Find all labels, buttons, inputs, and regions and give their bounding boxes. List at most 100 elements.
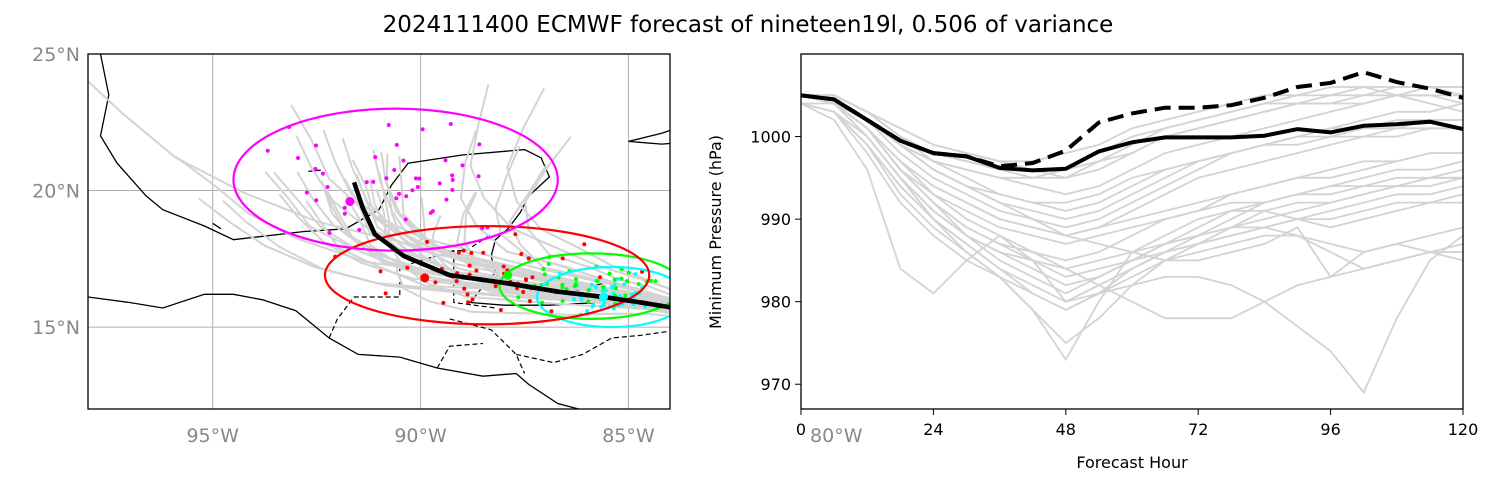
- ensemble-point-day2: [599, 304, 604, 309]
- lat-tick-label: 25°N: [32, 44, 80, 66]
- coastline: [99, 54, 670, 311]
- ensemble-point-day4: [549, 309, 554, 314]
- island: [828, 196, 840, 199]
- ensemble-point-day5: [430, 209, 435, 214]
- ensemble-point-day4: [466, 300, 471, 305]
- ensemble-point-day5: [313, 166, 318, 171]
- pressure-frame: [800, 53, 1464, 410]
- ensemble-point-day1: [698, 304, 702, 308]
- ensemble-point-day5: [403, 217, 408, 222]
- ensemble-point-day5: [325, 184, 330, 189]
- mean-position-marker-day2: [598, 292, 608, 302]
- ensemble-point-day3: [619, 276, 624, 281]
- ensemble-point-day5: [460, 163, 465, 168]
- map-frame: [87, 53, 671, 410]
- ensemble-point-day2: [612, 282, 617, 287]
- ensemble-point-day3: [586, 288, 591, 293]
- ensemble-point-day3: [636, 282, 641, 287]
- mean-track: [345, 181, 695, 310]
- ensemble-point-day1: [692, 307, 696, 311]
- ensemble-point-day1: [683, 311, 687, 315]
- ensemble-point-day3: [653, 279, 658, 284]
- country-border: [516, 330, 670, 364]
- ensemble-point-day4: [598, 275, 603, 280]
- ensemble-point-day1: [693, 305, 697, 309]
- ensemble-point-day5: [413, 176, 418, 181]
- country-border: [449, 318, 526, 374]
- coastline: [782, 54, 824, 65]
- mean-position-marker-day3: [503, 270, 513, 280]
- ensemble-point-day3: [516, 295, 521, 300]
- ensemble-point-day1: [692, 309, 696, 313]
- ensemble-point-day1: [687, 306, 691, 310]
- ensemble-point-day1: [694, 303, 698, 307]
- ensemble-point-day5: [437, 181, 442, 186]
- ensemble-point-day4: [527, 299, 532, 304]
- x-tick-label: 48: [1056, 420, 1076, 439]
- ensemble-point-day4: [501, 264, 506, 269]
- island: [212, 222, 222, 230]
- ensemble-point-day1: [680, 298, 684, 302]
- y-axis-label: Minimum Pressure (hPa): [706, 135, 725, 329]
- ensemble-point-day3: [546, 262, 551, 267]
- ensemble-point-day1: [688, 297, 692, 301]
- ensemble-point-day1: [684, 313, 688, 317]
- ensemble-point-day4: [383, 291, 388, 296]
- uncertainty-ellipse-day2: [535, 265, 670, 329]
- ensemble-point-day5: [415, 184, 420, 189]
- ensemble-point-day4: [493, 284, 498, 289]
- ensemble-point-day4: [481, 250, 486, 255]
- mean-pressure-line: [801, 93, 1463, 173]
- x-tick-label: 0: [796, 420, 806, 439]
- member-pressure-line: [801, 102, 1463, 395]
- lat-tick-label: 20°N: [32, 181, 80, 203]
- member-pressure-line: [801, 102, 1463, 311]
- member-track: [290, 104, 670, 301]
- coastline: [88, 293, 579, 409]
- member-pressure-line: [801, 94, 1463, 320]
- member-track: [295, 135, 670, 305]
- member-pressure-line: [801, 94, 1463, 270]
- ensemble-point-day4: [498, 307, 503, 312]
- member-track: [459, 129, 670, 300]
- ensemble-point-day4: [524, 277, 529, 282]
- ensemble-point-day5: [384, 176, 389, 181]
- ensemble-point-day3: [595, 279, 600, 284]
- ensemble-point-day5: [314, 143, 319, 148]
- ensemble-point-day4: [530, 275, 535, 280]
- x-tick-label: 72: [1188, 420, 1208, 439]
- member-pressure-line: [801, 94, 1463, 237]
- ensemble-point-day4: [425, 239, 430, 244]
- ensemble-point-day2: [609, 285, 614, 290]
- member-track: [524, 135, 670, 296]
- ensemble-point-day5: [450, 173, 455, 178]
- track-map-panel: 95°W 90°W 85°W 80°W 15°N 20°N 25°N: [32, 44, 863, 447]
- ensemble-point-day2: [589, 282, 594, 287]
- map-tick-labels: 95°W 90°W 85°W 80°W 15°N 20°N 25°N: [32, 44, 863, 447]
- ensemble-point-day1: [689, 301, 693, 305]
- y-tick-label: 990: [760, 210, 791, 229]
- ensemble-point-day5: [477, 142, 482, 147]
- ensemble-point-day5: [357, 227, 362, 232]
- member-pressure-line: [801, 102, 1463, 311]
- ensemble-point-day1: [698, 301, 702, 305]
- ensemble-point-day2: [572, 297, 577, 302]
- ensemble-point-day5: [304, 190, 309, 195]
- ensemble-member-tracks: [88, 79, 670, 317]
- ensemble-point-day1: [695, 300, 699, 304]
- country-border: [328, 233, 492, 339]
- ensemble-point-day1: [690, 307, 694, 311]
- ensemble-point-day4: [461, 248, 466, 253]
- ensemble-point-day5: [443, 158, 448, 163]
- member-pressure-line: [801, 102, 1463, 278]
- mean-position-marker-day1: [686, 301, 695, 310]
- ensemble-point-day5: [450, 177, 455, 182]
- lon-tick-label: 90°W: [394, 425, 447, 447]
- ensemble-point-day5: [386, 122, 391, 127]
- ensemble-point-day4: [467, 272, 472, 277]
- member-track: [395, 257, 670, 317]
- ensemble-point-day4: [378, 269, 383, 274]
- ensemble-point-day4: [441, 300, 446, 305]
- country-border: [436, 342, 483, 369]
- member-track: [469, 84, 670, 290]
